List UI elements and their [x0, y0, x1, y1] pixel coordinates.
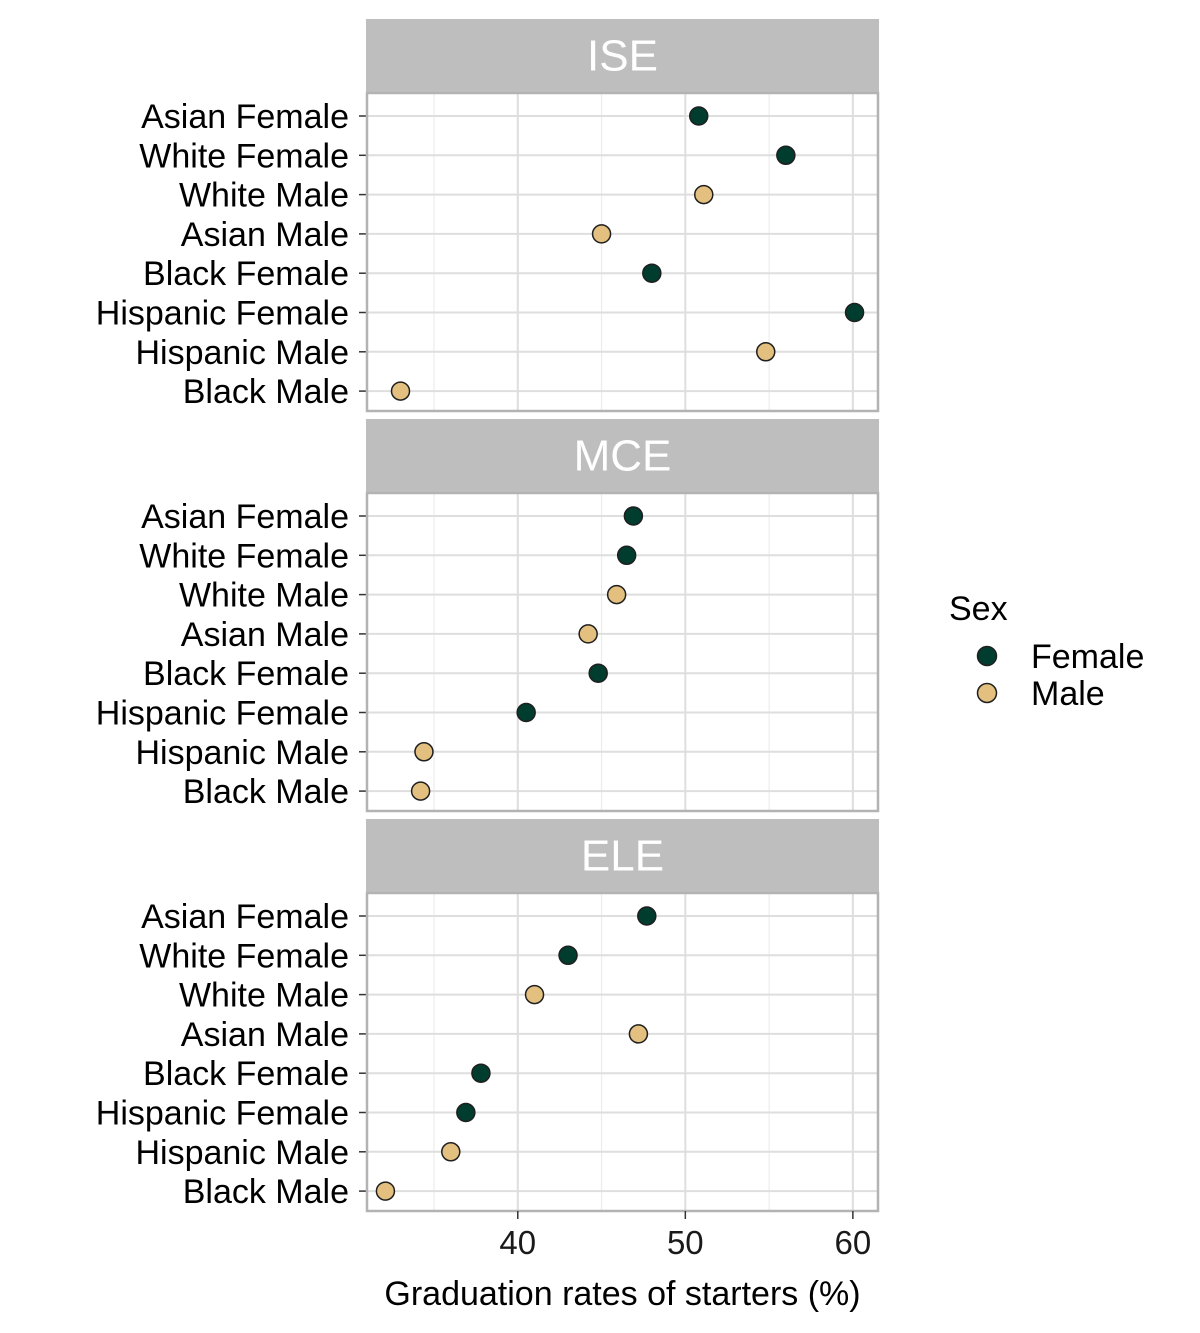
facet-strip-mce — [366, 419, 879, 492]
category-label-white-female: White Female — [139, 137, 349, 175]
category-label-black-female: Black Female — [143, 1055, 349, 1093]
category-label-hispanic-male: Hispanic Male — [135, 734, 349, 772]
point-mce-white-female — [616, 545, 637, 566]
panel-background-ise — [367, 93, 878, 411]
point-ele-asian-male — [628, 1024, 649, 1044]
point-ele-white-male — [524, 984, 545, 1005]
category-label-black-male: Black Male — [183, 373, 349, 411]
point-ele-black-female — [471, 1063, 491, 1083]
category-label-asian-female: Asian Female — [141, 98, 349, 136]
category-label-asian-male: Asian Male — [181, 216, 349, 254]
category-label-asian-female: Asian Female — [141, 898, 349, 936]
point-ise-black-female — [642, 263, 662, 283]
category-label-hispanic-male: Hispanic Male — [135, 334, 349, 372]
category-label-hispanic-female: Hispanic Female — [96, 295, 349, 333]
category-label-white-female: White Female — [139, 937, 349, 975]
category-label-white-male: White Male — [179, 577, 349, 615]
point-ele-asian-female — [637, 906, 657, 926]
legend-key-male — [976, 682, 998, 704]
point-ele-black-male — [375, 1181, 396, 1201]
point-ise-white-female — [776, 145, 796, 166]
facet-label-mce: MCE — [574, 432, 672, 481]
x-axis-title: Graduation rates of starters (%) — [384, 1275, 860, 1313]
point-mce-hispanic-female — [516, 702, 536, 723]
point-ise-asian-male — [591, 224, 612, 244]
point-mce-black-male — [410, 781, 431, 801]
facet-label-ele: ELE — [581, 832, 664, 881]
x-tick-label: 50 — [667, 1224, 704, 1261]
point-ise-hispanic-male — [755, 342, 776, 362]
point-mce-black-female — [588, 663, 608, 683]
category-label-black-male: Black Male — [183, 1173, 349, 1211]
panel-background-ele — [367, 893, 878, 1211]
category-label-asian-male: Asian Male — [181, 1016, 349, 1054]
point-ele-hispanic-female — [456, 1102, 476, 1123]
category-label-black-male: Black Male — [183, 773, 349, 811]
category-label-hispanic-female: Hispanic Female — [96, 695, 349, 733]
category-label-white-male: White Male — [179, 177, 349, 215]
panel-background-mce — [367, 493, 878, 811]
category-label-black-female: Black Female — [143, 255, 349, 293]
point-mce-asian-male — [578, 624, 598, 644]
legend-key-female — [976, 645, 998, 667]
legend-label-male: Male — [1031, 675, 1105, 713]
legend-label-female: Female — [1031, 638, 1144, 676]
point-ele-hispanic-male — [441, 1142, 461, 1162]
point-ise-black-male — [390, 381, 411, 401]
panel-border-ise — [365, 91, 880, 413]
facet-strip-ele — [366, 819, 879, 892]
point-mce-hispanic-male — [414, 742, 434, 762]
point-ele-white-female — [558, 945, 578, 966]
point-ise-asian-female — [688, 106, 709, 126]
category-label-black-female: Black Female — [143, 655, 349, 693]
x-tick-label: 60 — [835, 1224, 872, 1261]
point-mce-asian-female — [623, 506, 644, 526]
panel-border-ele — [365, 891, 880, 1213]
category-label-white-female: White Female — [139, 537, 349, 575]
point-mce-white-male — [606, 584, 627, 605]
x-tick-label: 40 — [499, 1224, 536, 1261]
category-label-asian-male: Asian Male — [181, 616, 349, 654]
point-ise-white-male — [694, 184, 714, 205]
category-label-hispanic-female: Hispanic Female — [96, 1095, 349, 1133]
legend-title: Sex — [949, 590, 1008, 628]
panel-border-mce — [365, 491, 880, 813]
facet-strip-ise — [366, 19, 879, 92]
category-label-hispanic-male: Hispanic Male — [135, 1134, 349, 1172]
category-label-white-male: White Male — [179, 977, 349, 1015]
facet-label-ise: ISE — [587, 32, 658, 81]
category-label-asian-female: Asian Female — [141, 498, 349, 536]
point-ise-hispanic-female — [844, 302, 865, 323]
